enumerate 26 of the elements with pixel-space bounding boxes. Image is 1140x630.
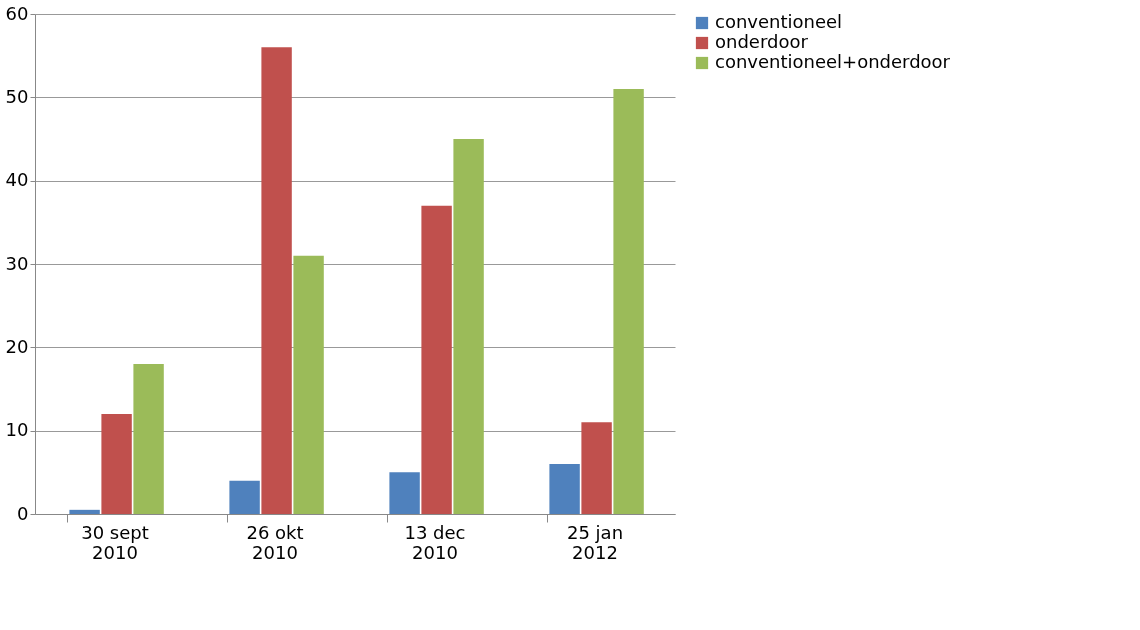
- bar: [229, 480, 260, 514]
- legend-label: conventioneel+onderdoor: [715, 51, 951, 72]
- bar: [389, 472, 420, 514]
- legend-label: conventioneel: [715, 11, 843, 32]
- x-tick-label: 26 okt 2010: [246, 521, 304, 563]
- y-tick-label: 20: [5, 335, 29, 357]
- bar: [69, 509, 100, 514]
- bar: [421, 205, 452, 514]
- bar: [261, 47, 292, 514]
- bar: [293, 255, 324, 514]
- x-tick-label: 25 jan 2012: [566, 521, 624, 563]
- bar: [133, 364, 164, 514]
- bar: [453, 139, 484, 514]
- y-tick-label: 50: [5, 85, 29, 107]
- x-tick-label: 30 sept 2010: [81, 521, 149, 563]
- bar: [549, 464, 580, 514]
- bar: [581, 422, 612, 514]
- y-tick-label: 10: [5, 419, 29, 441]
- y-tick-label: 60: [5, 2, 29, 24]
- legend-label: onderdoor: [715, 31, 809, 52]
- x-tick-label: 13 dec 2010: [404, 521, 466, 563]
- y-tick-label: 40: [5, 169, 29, 191]
- y-tick-label: 30: [5, 252, 29, 274]
- bar: [101, 414, 132, 514]
- y-tick-label: 0: [17, 502, 29, 524]
- bar: [613, 89, 644, 514]
